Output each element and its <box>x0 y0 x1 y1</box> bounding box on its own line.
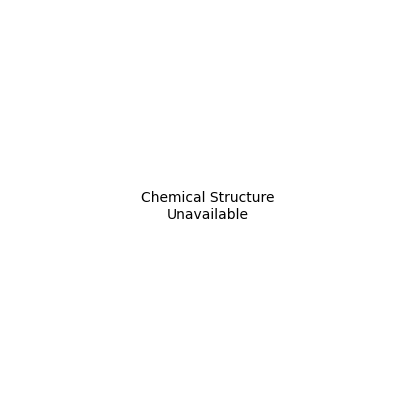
Text: Chemical Structure
Unavailable: Chemical Structure Unavailable <box>141 191 274 222</box>
